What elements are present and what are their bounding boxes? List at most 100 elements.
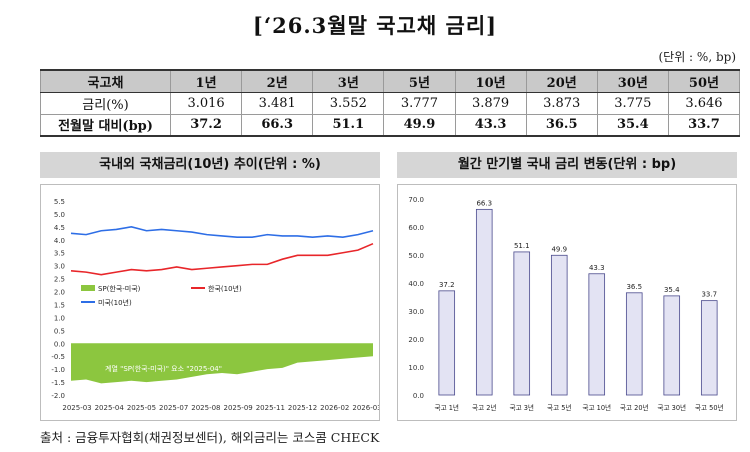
bar <box>475 208 493 396</box>
x-tick-label: 국고 3년 <box>510 403 535 412</box>
series-line-us <box>70 226 374 239</box>
bar <box>438 290 456 396</box>
y-tick-label: 60.0 <box>408 224 424 232</box>
table-row: 전월말 대비(bp) 37.2 66.3 51.1 49.9 43.3 36.5… <box>40 113 741 137</box>
y-tick-label: -1.5 <box>51 379 65 387</box>
y-tick-label: 1.5 <box>54 301 65 309</box>
table-col-header: 50년 <box>667 69 741 93</box>
bar-chart-box: 70.0 60.0 50.0 40.0 30.0 20.0 10.0 0.0 37.2 국고 1년… <box>397 184 737 421</box>
table-cell: 37.2 <box>169 113 243 137</box>
source-note: 출처 : 금융투자협회(채권정보센터), 해외금리는 코스콤 CHECK <box>40 430 380 445</box>
y-tick-label: -1.0 <box>51 366 65 374</box>
table-cell: 35.4 <box>596 113 669 137</box>
table-cell: 3.775 <box>596 91 669 115</box>
x-tick-label: 2025-08 <box>191 404 220 412</box>
x-tick-label: 2025-12 <box>288 404 317 412</box>
unit-note: (단위 : %, bp) <box>658 50 736 64</box>
y-tick-label: 0.0 <box>413 392 424 400</box>
y-tick-label: 40.0 <box>408 280 424 288</box>
bar-data-label: 37.2 <box>439 281 455 289</box>
x-tick-label: 국고 30년 <box>657 403 686 412</box>
table-header-label: 국고채 <box>40 69 171 93</box>
bar <box>700 300 718 396</box>
table-col-header: 1년 <box>169 69 243 93</box>
bar-data-label: 66.3 <box>476 199 492 207</box>
row-label: 전월말 대비(bp) <box>40 113 171 137</box>
table-cell: 33.7 <box>667 113 741 137</box>
table-cell: 3.016 <box>169 91 243 115</box>
left-panel-title: 국내외 국채금리(10년) 추이(단위 : %) <box>40 152 380 178</box>
series-area-spread <box>71 343 373 384</box>
x-tick-label: 2025-07 <box>159 404 188 412</box>
table-cell: 3.552 <box>312 91 385 115</box>
series-line-korea <box>70 242 374 276</box>
x-tick-label: 국고 2년 <box>472 403 497 412</box>
y-tick-label: 4.5 <box>54 224 65 232</box>
x-tick-label: 국고 50년 <box>695 403 724 412</box>
legend-label: 한국(10년) <box>208 284 242 293</box>
bar-data-label: 43.3 <box>589 264 605 272</box>
y-tick-label: 5.0 <box>54 211 65 219</box>
table-cell: 3.646 <box>667 91 741 115</box>
table-col-header: 3년 <box>312 69 385 93</box>
line-chart-box: 5.5 5.0 4.5 4.0 3.5 3.0 2.5 2.0 1.5 1.0 0.5 0.0 -0.5… <box>40 184 382 421</box>
table-col-header: 30년 <box>596 69 669 93</box>
legend-swatch <box>81 285 95 291</box>
y-tick-label: 2.0 <box>54 289 65 297</box>
x-tick-label: 국고 20년 <box>620 403 649 412</box>
y-tick-label: 20.0 <box>408 336 424 344</box>
table-row: 금리(%) 3.016 3.481 3.552 3.777 3.879 3.87… <box>40 91 741 115</box>
legend-label: 미국(10년) <box>98 298 132 307</box>
x-tick-label: 2025-04 <box>95 404 125 412</box>
table-col-header: 20년 <box>525 69 598 93</box>
table-col-header: 10년 <box>454 69 527 93</box>
table-header-row: 국고채 1년 2년 3년 5년 10년 20년 30년 50년 <box>40 69 741 93</box>
bar-data-label: 49.9 <box>551 245 567 253</box>
bar-data-label: 36.5 <box>626 283 642 291</box>
table-cell: 3.481 <box>241 91 314 115</box>
y-tick-label: 50.0 <box>408 252 424 260</box>
table-cell: 66.3 <box>241 113 314 137</box>
table-cell: 3.873 <box>525 91 598 115</box>
y-tick-label: 4.0 <box>54 237 65 245</box>
y-tick-label: 3.5 <box>54 250 65 258</box>
bar <box>625 292 643 396</box>
x-tick-label: 2025-09 <box>223 404 252 412</box>
x-tick-label: 2025-03 <box>62 404 91 412</box>
y-tick-label: 5.5 <box>54 198 65 206</box>
x-tick-label: 2025-11 <box>256 404 285 412</box>
right-panel-title: 월간 만기별 국내 금리 변동(단위 : bp) <box>397 152 737 178</box>
y-tick-label: 1.0 <box>54 314 65 322</box>
y-tick-label: -2.0 <box>51 392 65 400</box>
bar-data-label: 51.1 <box>514 242 530 250</box>
table-cell: 49.9 <box>383 113 456 137</box>
bar <box>513 251 531 396</box>
table-cell: 51.1 <box>312 113 385 137</box>
bar-data-label: 35.4 <box>664 286 680 294</box>
bar <box>663 295 681 396</box>
y-tick-label: 10.0 <box>408 364 424 372</box>
rates-table: 국고채 1년 2년 3년 5년 10년 20년 30년 50년 금리(%) 3.… <box>40 69 741 137</box>
y-tick-label: 0.0 <box>54 340 65 348</box>
table-col-header: 5년 <box>383 69 456 93</box>
y-tick-label: 3.0 <box>54 263 65 271</box>
y-tick-label: 30.0 <box>408 308 424 316</box>
bar <box>588 273 606 396</box>
x-tick-label: 2026-03 <box>352 404 379 412</box>
y-tick-label: 2.5 <box>54 276 65 284</box>
row-label: 금리(%) <box>40 91 171 115</box>
table-col-header: 2년 <box>241 69 314 93</box>
x-tick-label: 국고 1년 <box>435 403 460 412</box>
page-title: [‘26.3월말 국고채 금리] <box>252 13 498 38</box>
x-tick-label: 국고 5년 <box>547 403 572 412</box>
x-tick-label: 2025-05 <box>127 404 156 412</box>
x-tick-label: 국고 10년 <box>582 403 611 412</box>
chart-annotation: 계열 "SP(한국-미국)" 요소 "2025-04" <box>105 364 222 373</box>
y-tick-label: 70.0 <box>408 196 424 204</box>
legend-label: SP(한국-미국) <box>98 284 141 293</box>
y-tick-label: -0.5 <box>51 353 65 361</box>
x-tick-label: 2026-02 <box>320 404 349 412</box>
table-cell: 3.879 <box>454 91 527 115</box>
bar <box>550 254 568 396</box>
y-tick-label: 0.5 <box>54 327 65 335</box>
